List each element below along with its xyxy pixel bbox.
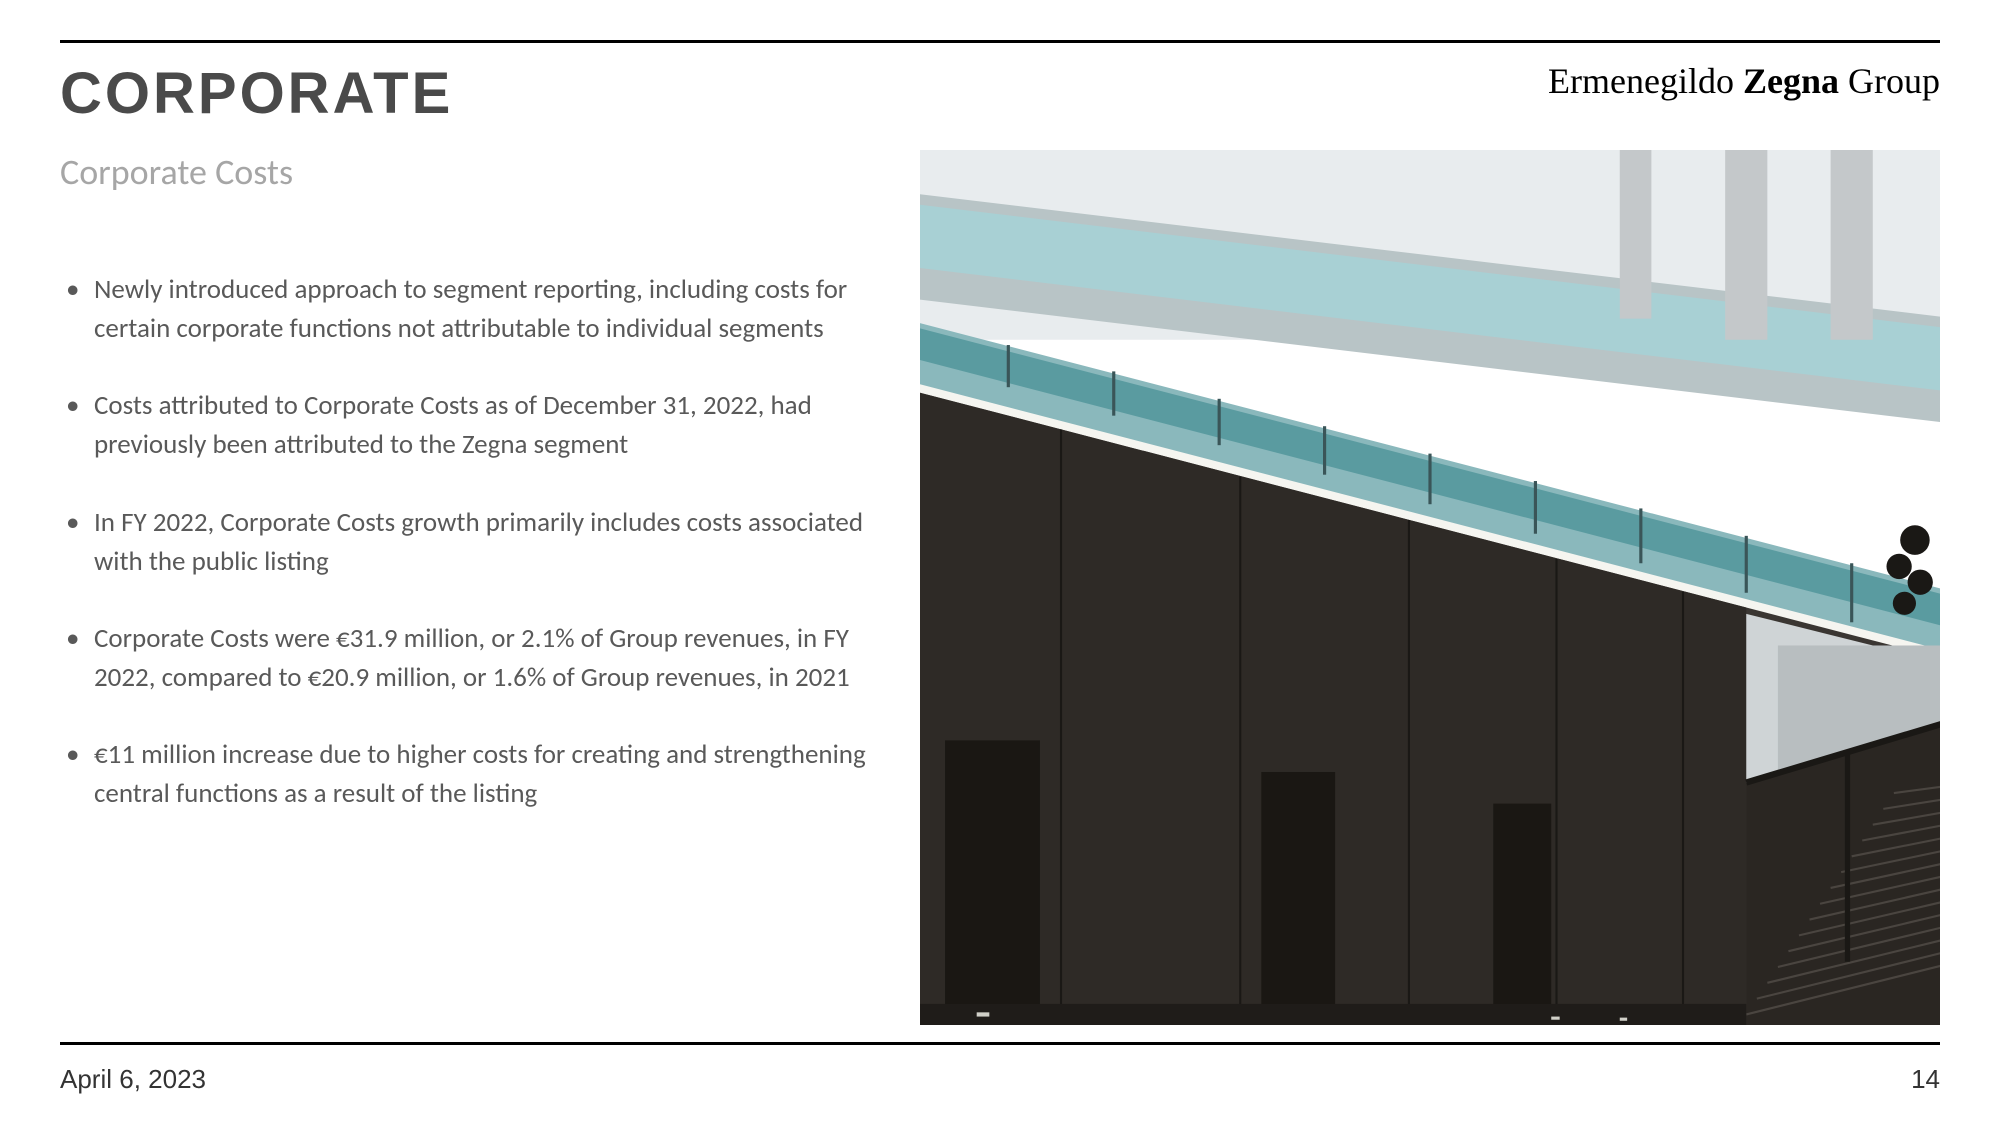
header: CORPORATE Ermenegildo Zegna Group — [60, 60, 1940, 127]
bullet-item: Costs attributed to Corporate Costs as o… — [60, 386, 880, 464]
text-column: Newly introduced approach to segment rep… — [60, 150, 880, 1025]
footer-page: 14 — [1911, 1064, 1940, 1095]
bullet-item: Corporate Costs were €31.9 million, or 2… — [60, 619, 880, 697]
brand-logo: Ermenegildo Zegna Group — [1548, 60, 1940, 102]
footer-date: April 6, 2023 — [60, 1064, 206, 1095]
bullet-item: In FY 2022, Corporate Costs growth prima… — [60, 503, 880, 581]
content-area: Newly introduced approach to segment rep… — [60, 150, 1940, 1025]
slide: CORPORATE Ermenegildo Zegna Group Corpor… — [0, 0, 2000, 1125]
brand-prefix: Ermenegildo — [1548, 61, 1743, 101]
slide-title: CORPORATE — [60, 60, 453, 127]
top-rule — [60, 40, 1940, 43]
footer: April 6, 2023 14 — [60, 1064, 1940, 1095]
bullet-item: Newly introduced approach to segment rep… — [60, 270, 880, 348]
bullet-item: €11 million increase due to higher costs… — [60, 735, 880, 813]
image-column — [920, 150, 1940, 1025]
bottom-rule — [60, 1042, 1940, 1045]
brand-suffix: Group — [1839, 61, 1940, 101]
bullet-list: Newly introduced approach to segment rep… — [60, 270, 880, 813]
brand-bold: Zegna — [1743, 61, 1839, 101]
architectural-photo — [920, 150, 1940, 1025]
